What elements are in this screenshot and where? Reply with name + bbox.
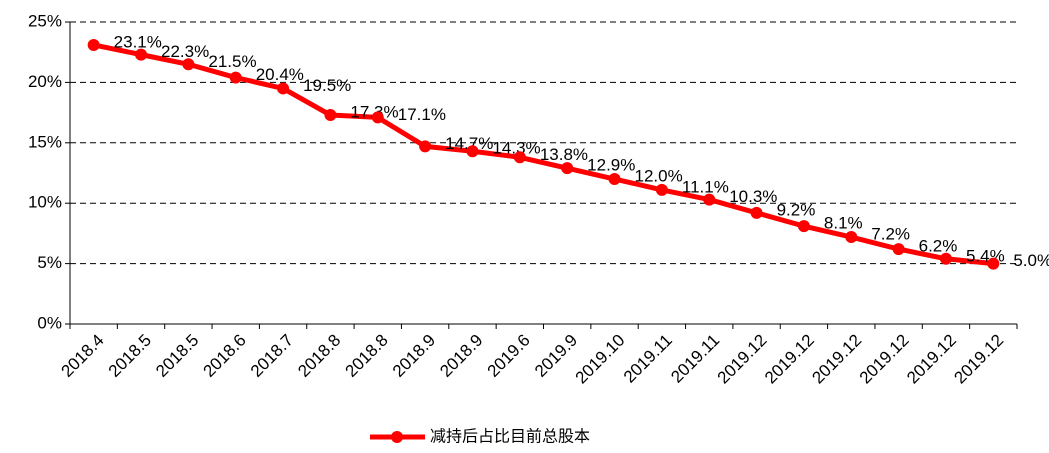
data-point xyxy=(750,206,763,219)
y-tick-label: 25% xyxy=(28,11,62,30)
data-label: 23.1% xyxy=(114,32,162,51)
x-tick-label: 2019.12 xyxy=(950,331,1007,388)
data-point xyxy=(371,111,384,124)
data-point xyxy=(87,38,100,51)
data-point xyxy=(797,220,810,233)
legend-marker xyxy=(391,431,403,443)
x-tick-label: 2018.7 xyxy=(247,331,297,381)
data-label: 12.0% xyxy=(635,167,683,186)
data-point xyxy=(892,243,905,256)
x-tick-label: 2019.6 xyxy=(484,331,534,381)
data-label: 6.2% xyxy=(919,237,958,256)
data-label: 17.3% xyxy=(350,103,398,122)
x-tick-label: 2019.12 xyxy=(808,331,865,388)
data-point xyxy=(277,82,290,95)
y-tick-label: 10% xyxy=(28,193,62,212)
data-point xyxy=(466,145,479,158)
data-point xyxy=(561,162,574,175)
x-tick-label: 2019.12 xyxy=(903,331,960,388)
data-point xyxy=(513,151,526,164)
x-tick-label: 2018.5 xyxy=(152,331,202,381)
data-point xyxy=(182,58,195,71)
data-point xyxy=(703,193,716,206)
y-tick-label: 20% xyxy=(28,72,62,91)
y-tick-label: 15% xyxy=(28,132,62,151)
data-point xyxy=(987,257,1000,270)
data-label: 12.9% xyxy=(587,156,635,175)
data-point xyxy=(845,231,858,244)
data-point xyxy=(419,140,432,153)
x-tick-label: 2019.12 xyxy=(856,331,913,388)
x-tick-label: 2018.9 xyxy=(436,331,486,381)
data-point xyxy=(324,109,337,122)
y-tick-label: 5% xyxy=(37,253,62,272)
data-point xyxy=(229,71,242,84)
x-tick-label: 2018.9 xyxy=(389,331,439,381)
data-label: 10.3% xyxy=(729,187,777,206)
data-label: 14.3% xyxy=(492,139,540,158)
x-tick-label: 2019.11 xyxy=(667,331,723,387)
x-tick-label: 2019.11 xyxy=(620,331,676,387)
series-line xyxy=(93,42,994,267)
data-label: 11.1% xyxy=(682,177,729,196)
data-point xyxy=(939,252,952,265)
y-tick-label: 0% xyxy=(37,313,62,332)
legend-text: 减持后占比目前总股本 xyxy=(430,427,590,446)
data-label: 21.5% xyxy=(208,52,256,71)
data-label: 14.7% xyxy=(445,134,493,153)
data-label: 8.1% xyxy=(824,214,863,233)
data-label: 20.4% xyxy=(256,65,304,84)
data-label: 9.2% xyxy=(777,200,816,219)
data-label: 17.1% xyxy=(398,105,446,124)
x-tick-label: 2018.6 xyxy=(200,331,250,381)
data-point xyxy=(655,183,668,196)
data-label: 13.8% xyxy=(540,145,588,164)
data-point xyxy=(608,173,621,186)
x-tick-label: 2018.8 xyxy=(294,331,344,381)
data-point xyxy=(135,48,148,61)
x-tick-label: 2019.10 xyxy=(572,331,629,388)
x-tick-label: 2018.4 xyxy=(57,331,107,381)
data-label: 7.2% xyxy=(871,225,910,244)
x-tick-label: 2018.8 xyxy=(342,331,392,381)
x-tick-label: 2018.5 xyxy=(105,331,155,381)
x-tick-label: 2019.12 xyxy=(714,331,771,388)
x-tick-label: 2019.12 xyxy=(761,331,818,388)
data-label: 5.0% xyxy=(1013,251,1049,270)
data-label: 22.3% xyxy=(161,42,209,61)
data-label: 19.5% xyxy=(303,76,351,95)
